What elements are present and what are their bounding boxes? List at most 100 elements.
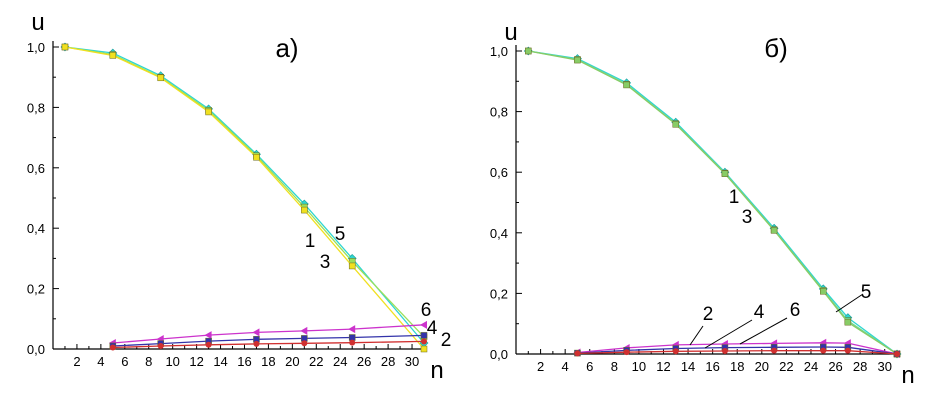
y-axis-title: u (504, 19, 517, 46)
x-tick-label: 12 (656, 359, 670, 374)
x-tick-label: 4 (97, 354, 104, 369)
chart-panel-a: 0,00,20,40,60,81,02 4 6 8 10 12 14 16 18 20 22 24 26… (27, 9, 451, 384)
x-tick-label: 16 (237, 354, 251, 369)
data-point (721, 347, 728, 354)
curve-label-5: 5 (861, 282, 872, 303)
x-tick-label: 28 (853, 359, 867, 374)
data-point (844, 318, 852, 326)
x-tick-label: 26 (357, 354, 371, 369)
data-point (109, 52, 117, 59)
data-point (157, 342, 164, 349)
y-tick-label: 0,2 (490, 286, 508, 301)
series-line (64, 46, 425, 350)
data-point (721, 170, 729, 177)
data-point (623, 81, 630, 89)
data-point (252, 328, 260, 337)
x-tick-label: 20 (755, 359, 769, 374)
series-line (577, 346, 898, 355)
data-point (623, 349, 630, 356)
x-tick-label: 6 (586, 359, 593, 374)
data-point (770, 227, 778, 234)
curve-label-5: 5 (335, 224, 346, 245)
series-2 (109, 338, 427, 351)
y-tick-label: 0,4 (490, 226, 508, 241)
x-tick-label: 20 (285, 354, 299, 369)
x-tick-label: 24 (333, 354, 347, 369)
y-tick-label: 1,0 (490, 44, 508, 59)
curve-label-4: 4 (754, 302, 765, 323)
data-point (300, 326, 308, 335)
data-point (894, 351, 900, 357)
data-point (61, 43, 69, 51)
annotation-leader (739, 317, 788, 345)
data-point (574, 56, 581, 64)
curve-label-1: 1 (305, 231, 316, 252)
curve-label-2: 2 (703, 304, 714, 325)
x-tick-label: 8 (611, 359, 618, 374)
curve-label-4: 4 (427, 318, 438, 339)
series-2 (574, 347, 900, 357)
panel-title: а) (275, 33, 298, 63)
curve-label-6: 6 (790, 300, 801, 321)
x-tick-label: 16 (705, 359, 719, 374)
data-point (672, 348, 679, 355)
data-point (349, 339, 356, 346)
data-point (253, 340, 260, 347)
y-tick-label: 0,0 (490, 347, 508, 362)
data-point (574, 350, 581, 357)
x-tick-label: 26 (828, 359, 842, 374)
x-tick-label: 22 (779, 359, 793, 374)
y-tick-label: 0,6 (490, 165, 508, 180)
y-tick-label: 1,0 (27, 40, 45, 55)
series-6 (108, 320, 427, 347)
data-point (820, 347, 827, 354)
x-tick-label: 18 (261, 354, 275, 369)
data-point (844, 347, 851, 354)
data-point (420, 320, 427, 329)
x-tick-label: 6 (121, 354, 128, 369)
curve-label-3: 3 (742, 207, 753, 228)
data-point (525, 47, 532, 55)
x-axis-title: n (901, 362, 914, 389)
curve-label-2: 2 (441, 330, 452, 351)
y-tick-label: 0,8 (27, 100, 45, 115)
annotation-leader (835, 293, 864, 313)
x-tick-label: 14 (681, 359, 695, 374)
curve-label-6: 6 (421, 300, 432, 321)
y-tick-label: 0,8 (490, 105, 508, 120)
x-tick-label: 28 (381, 354, 395, 369)
curve-label-3: 3 (320, 252, 331, 273)
x-tick-label: 30 (405, 354, 419, 369)
data-point (205, 341, 212, 348)
x-tick-label: 22 (309, 354, 323, 369)
x-tick-label: 2 (537, 359, 544, 374)
y-tick-label: 0,0 (27, 342, 45, 357)
data-point (820, 288, 827, 295)
series-line (577, 350, 898, 355)
data-point (301, 340, 308, 347)
data-point (109, 344, 116, 351)
curve-label-1: 1 (729, 187, 740, 208)
data-point (253, 153, 260, 161)
y-tick-label: 0,6 (27, 161, 45, 176)
data-point (157, 74, 164, 82)
x-tick-label: 14 (213, 354, 227, 369)
x-axis-title: n (430, 357, 443, 384)
data-point (421, 338, 427, 345)
series-line (577, 342, 898, 355)
panel-title: б) (764, 33, 788, 63)
series-3 (525, 47, 901, 358)
series-line (64, 46, 425, 344)
data-point (348, 262, 356, 270)
data-point (672, 121, 680, 128)
series-1 (61, 43, 428, 341)
chart-panel-b: 0,00,20,40,60,81,02 4 6 8 10 12 14 16 18 20 22 24 26… (490, 19, 915, 389)
data-point (420, 332, 428, 339)
x-tick-label: 18 (730, 359, 744, 374)
data-point (205, 108, 212, 116)
series-5 (60, 42, 429, 348)
x-tick-label: 8 (145, 354, 152, 369)
data-point (420, 345, 428, 353)
series-3 (61, 43, 428, 353)
